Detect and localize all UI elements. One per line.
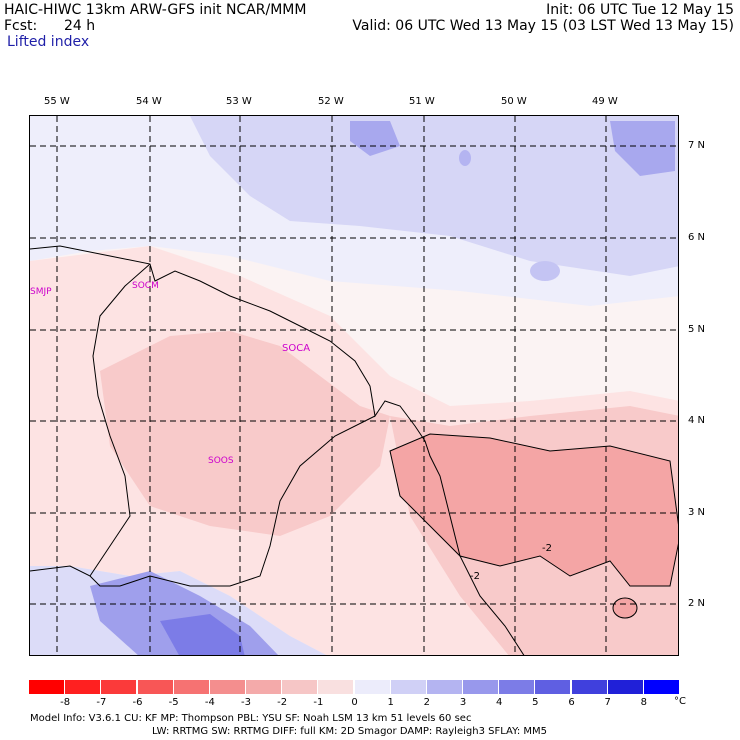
colorbar-cell bbox=[643, 680, 680, 694]
lon-label: 51 W bbox=[409, 96, 435, 107]
lon-label: 55 W bbox=[44, 96, 70, 107]
contour-label: -2 bbox=[470, 571, 480, 582]
colorbar-cell bbox=[246, 680, 283, 694]
model-info-line1: Model Info: V3.6.1 CU: KF MP: Thompson P… bbox=[30, 713, 472, 724]
colorbar-tick-label: 3 bbox=[459, 697, 467, 708]
colorbar-cell bbox=[29, 680, 66, 694]
colorbar-tick-label: -3 bbox=[241, 697, 251, 708]
stable-region-lower-core bbox=[160, 614, 245, 655]
forecast-hour: 24 h bbox=[64, 18, 96, 34]
station-label: SOOS bbox=[208, 456, 234, 466]
forecast-label: Fcst: bbox=[4, 18, 38, 34]
lat-lon-grid bbox=[30, 116, 678, 655]
colorbar-cell bbox=[209, 680, 246, 694]
colorbar-unit: °C bbox=[674, 696, 686, 707]
colorbar-tick-label: 2 bbox=[423, 697, 431, 708]
stable-region-medium bbox=[190, 116, 678, 276]
colorbar-cell bbox=[426, 680, 463, 694]
colorbar-cell bbox=[282, 680, 319, 694]
init-time: Init: 06 UTC Tue 12 May 15 bbox=[546, 2, 734, 18]
lon-label: 53 W bbox=[226, 96, 252, 107]
lon-label: 54 W bbox=[136, 96, 162, 107]
colorbar bbox=[29, 680, 680, 694]
colorbar-tick-label: -1 bbox=[313, 697, 324, 708]
colorbar-tick-label: -8 bbox=[60, 697, 71, 708]
station-label: SMJP bbox=[30, 287, 52, 297]
station-label: SOCA bbox=[282, 343, 310, 354]
unstable-region-medium bbox=[100, 331, 390, 536]
colorbar-cell bbox=[101, 680, 138, 694]
colorbar-tick-label: 5 bbox=[532, 697, 539, 708]
colorbar-cell bbox=[571, 680, 608, 694]
colorbar-tick-label: 1 bbox=[387, 697, 394, 708]
contour-minus2 bbox=[389, 433, 678, 587]
colorbar-cell bbox=[173, 680, 210, 694]
coastline bbox=[30, 245, 525, 655]
lon-label: 49 W bbox=[592, 96, 618, 107]
colorbar-tick-label: 7 bbox=[604, 697, 611, 708]
colorbar-cell bbox=[318, 680, 355, 694]
contour-minus2-small bbox=[612, 597, 638, 619]
colorbar-cell bbox=[499, 680, 536, 694]
valid-time: Valid: 06 UTC Wed 13 May 15 (03 LST Wed … bbox=[352, 18, 734, 34]
colorbar-cell bbox=[65, 680, 102, 694]
colorbar-cell bbox=[463, 680, 500, 694]
border bbox=[89, 415, 376, 587]
colorbar-tick-label: 8 bbox=[640, 697, 648, 708]
model-info-line2: LW: RRTMG SW: RRTMG DIFF: full KM: 2D Sm… bbox=[152, 726, 548, 737]
colorbar-tick-label: 0 bbox=[351, 697, 358, 708]
colorbar-tick-label: -5 bbox=[168, 697, 179, 708]
lat-label: 3 N bbox=[688, 507, 706, 518]
lifted-index-map: SMJP SOCM SOCA SOOS -2 -2 bbox=[29, 115, 679, 656]
lat-label: 6 N bbox=[688, 232, 706, 243]
station-label: SOCM bbox=[132, 281, 159, 291]
lat-label: 7 N bbox=[688, 140, 706, 151]
border bbox=[30, 263, 151, 577]
map-canvas: SMJP SOCM SOCA SOOS -2 -2 bbox=[30, 116, 678, 655]
colorbar-tick-label: -7 bbox=[96, 697, 107, 708]
colorbar-cell bbox=[535, 680, 572, 694]
colorbar-cell bbox=[137, 680, 174, 694]
colorbar-cell bbox=[354, 680, 391, 694]
unstable-patch bbox=[613, 598, 637, 618]
colorbar-cell bbox=[390, 680, 427, 694]
colorbar-tick-label: -4 bbox=[204, 697, 215, 708]
colorbar-tick-label: 4 bbox=[495, 697, 503, 708]
field-name: Lifted index bbox=[7, 34, 90, 50]
lon-label: 50 W bbox=[501, 96, 527, 107]
model-title: HAIC-HIWC 13km ARW-GFS init NCAR/MMM bbox=[4, 2, 307, 18]
colorbar-tick-label: 6 bbox=[568, 697, 575, 708]
lat-label: 5 N bbox=[688, 324, 706, 335]
stable-region-strong bbox=[610, 121, 675, 176]
stable-patch bbox=[459, 150, 471, 166]
stable-patch bbox=[530, 261, 560, 281]
colorbar-cell bbox=[607, 680, 644, 694]
lon-label: 52 W bbox=[318, 96, 344, 107]
stable-region-strong bbox=[350, 121, 400, 156]
contour-label: -2 bbox=[542, 543, 552, 554]
lat-label: 2 N bbox=[688, 598, 706, 609]
colorbar-tick-label: -2 bbox=[277, 697, 288, 708]
lat-label: 4 N bbox=[688, 415, 706, 426]
colorbar-tick-label: -6 bbox=[132, 697, 143, 708]
